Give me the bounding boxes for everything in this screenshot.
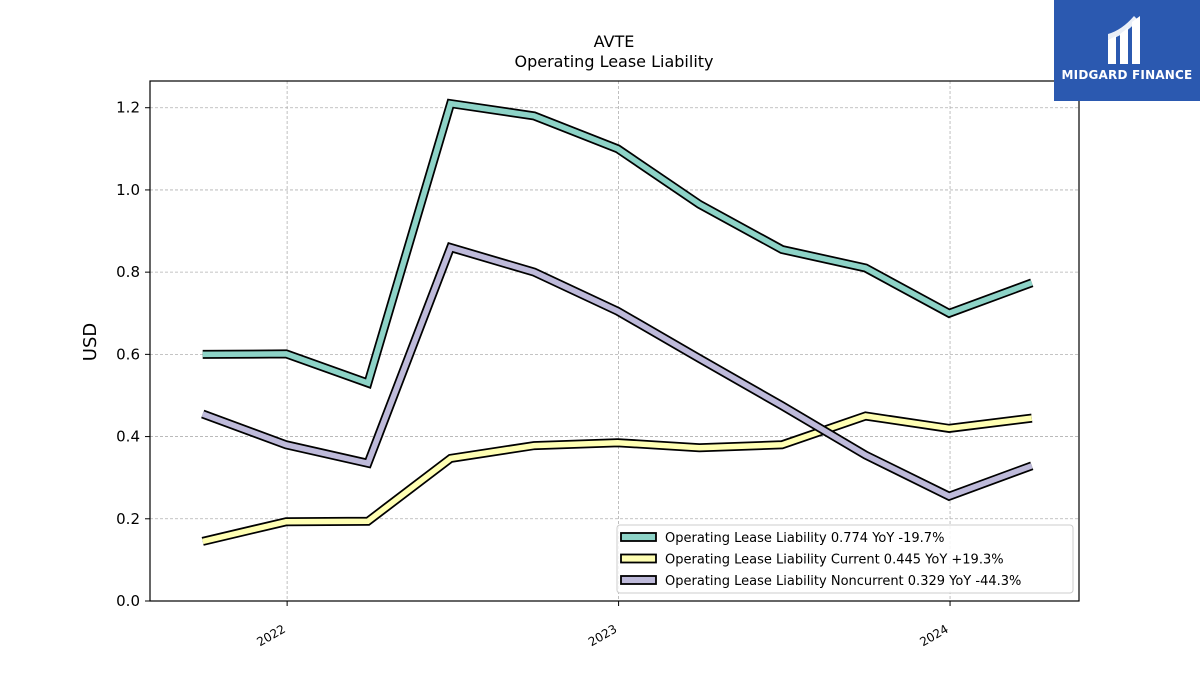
brand-logo: MIDGARD FINANCE bbox=[1054, 0, 1200, 101]
grid bbox=[150, 81, 1079, 601]
series-line-1 bbox=[202, 413, 1033, 545]
y-tick-label: 0.8 bbox=[116, 263, 140, 281]
y-tick-label: 0.2 bbox=[116, 510, 140, 528]
legend: Operating Lease Liability 0.774 YoY -19.… bbox=[616, 524, 1074, 594]
series-outline-0 bbox=[202, 98, 1034, 389]
y-tick-label: 1.0 bbox=[116, 181, 140, 199]
legend-box bbox=[616, 524, 1074, 594]
y-tick-label: 0.6 bbox=[116, 345, 140, 363]
y-tick-label: 0.4 bbox=[116, 428, 140, 446]
y-axis-label: USD bbox=[80, 323, 101, 361]
y-tick-label: 1.2 bbox=[116, 99, 140, 117]
logo-text: MIDGARD FINANCE bbox=[1061, 68, 1193, 82]
legend-swatch-1 bbox=[620, 553, 657, 564]
legend-label-0: Operating Lease Liability 0.774 YoY -19.… bbox=[665, 531, 944, 546]
series-line-0 bbox=[202, 100, 1033, 387]
x-tick-label: 2023 bbox=[586, 622, 619, 649]
legend-swatch-2 bbox=[620, 575, 657, 585]
x-tick-label: 2024 bbox=[917, 622, 950, 649]
series-lines bbox=[201, 98, 1034, 546]
logo-mark-icon bbox=[1108, 16, 1140, 64]
legend-swatch-0 bbox=[620, 532, 657, 542]
x-tick-label: 2022 bbox=[254, 622, 287, 649]
y-tick-label: 0.0 bbox=[116, 592, 140, 610]
legend-label-1: Operating Lease Liability Current 0.445 … bbox=[665, 553, 1004, 568]
chart-subtitle: Operating Lease Liability bbox=[514, 52, 713, 71]
chart-title: AVTE bbox=[594, 32, 635, 51]
plot-frame bbox=[149, 80, 1080, 602]
series-line-2 bbox=[201, 244, 1033, 500]
legend-label-2: Operating Lease Liability Noncurrent 0.3… bbox=[665, 574, 1021, 589]
